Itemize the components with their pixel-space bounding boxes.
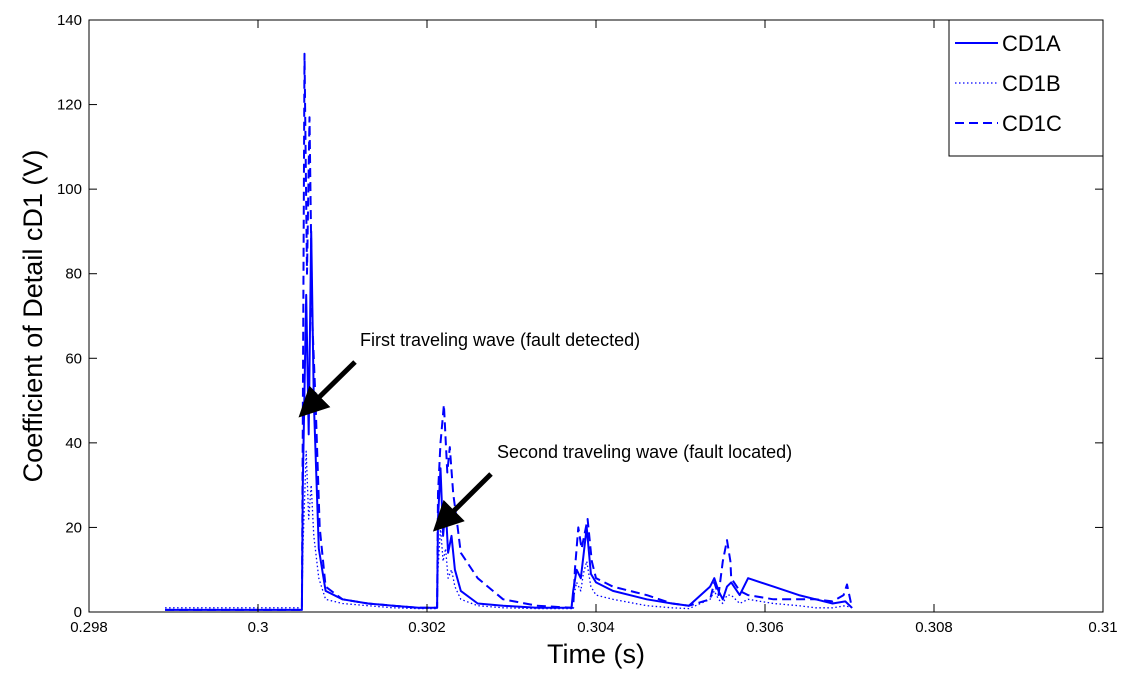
annotation-label: First traveling wave (fault detected) [360, 330, 640, 350]
y-tick-label: 20 [65, 519, 82, 536]
y-tick-label: 140 [57, 12, 82, 29]
annotation-label: Second traveling wave (fault located) [497, 442, 792, 462]
annotation-arrow [432, 472, 493, 532]
y-tick-label: 100 [57, 181, 82, 198]
y-tick-label: 80 [65, 266, 82, 283]
annotation-arrow [298, 360, 357, 418]
x-tick-label: 0.308 [915, 619, 953, 636]
x-tick-label: 0.3 [248, 619, 269, 636]
series-layer [165, 52, 853, 611]
x-axis-label: Time (s) [547, 639, 645, 669]
series-cd1c-line [165, 52, 853, 611]
annotation-layer: First traveling wave (fault detected) Sec… [298, 330, 792, 532]
y-tick-label: 0 [74, 604, 82, 621]
y-tick-label: 120 [57, 97, 82, 114]
y-tick-label: 60 [65, 350, 82, 367]
legend-label-cd1c: CD1C [1002, 111, 1062, 136]
x-tick-label: 0.298 [70, 619, 108, 636]
legend-label-cd1b: CD1B [1002, 71, 1061, 96]
y-tick-label: 40 [65, 435, 82, 452]
x-tick-label: 0.31 [1088, 619, 1117, 636]
y-axis-label: Coefficient of Detail cD1 (V) [18, 150, 48, 483]
legend: CD1A CD1B CD1C [948, 19, 1104, 157]
x-tick-label: 0.302 [408, 619, 446, 636]
x-tick-label: 0.304 [577, 619, 615, 636]
tick-layer: 0.298 0.3 0.302 0.304 0.306 0.308 0.31 0 20 40 60 8… [57, 12, 1118, 636]
plot-area [89, 20, 1103, 612]
legend-label-cd1a: CD1A [1002, 31, 1061, 56]
x-tick-label: 0.306 [746, 619, 784, 636]
